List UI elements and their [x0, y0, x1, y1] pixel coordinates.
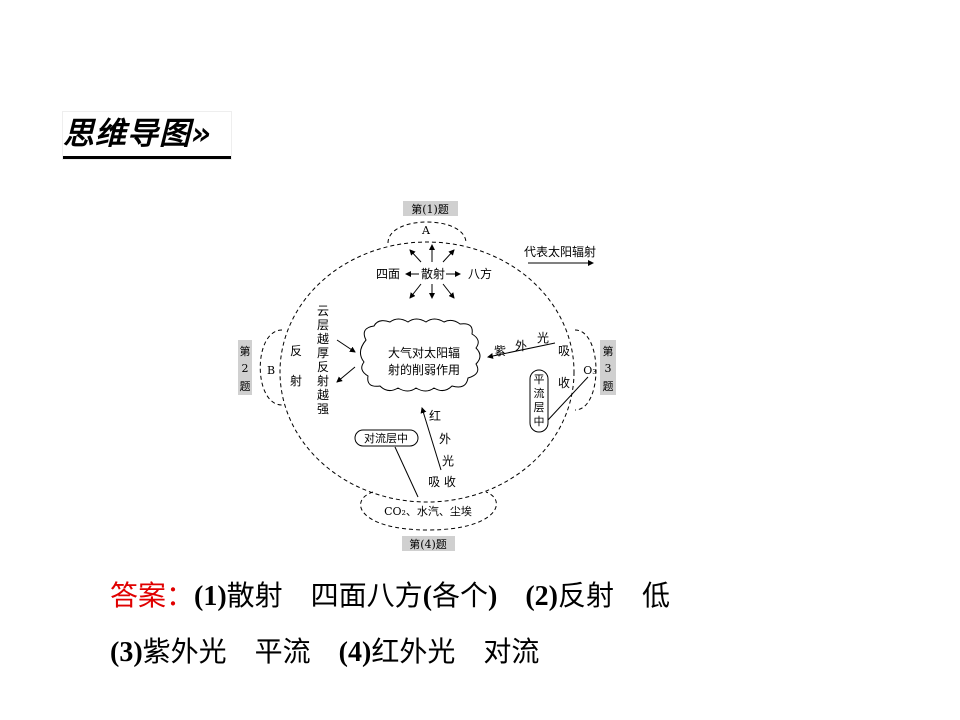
arrow-reflect-out: [336, 366, 356, 383]
svg-text:云: 云: [317, 304, 329, 318]
answer-num: (3): [110, 637, 143, 668]
label-reflect-1: 反: [290, 344, 302, 358]
svg-text:光: 光: [537, 331, 549, 345]
answer-num: (1): [194, 581, 227, 612]
label-b: B: [267, 364, 275, 377]
svg-text:光: 光: [442, 454, 454, 468]
svg-text:2: 2: [242, 362, 249, 375]
svg-text:第(1)题: 第(1)题: [411, 202, 449, 216]
label-reflect-2: 射: [290, 373, 302, 388]
svg-text:外: 外: [439, 432, 451, 446]
svg-text:层: 层: [317, 318, 329, 332]
bump-b: [259, 329, 283, 406]
label-all-directions: 八方: [468, 266, 492, 281]
svg-text:第: 第: [240, 344, 251, 358]
center-text-2: 射的削弱作用: [388, 362, 460, 377]
bump-o3: [574, 329, 597, 411]
label-absorbers: CO₂、水汽、尘埃: [384, 504, 472, 518]
tag-q2: 第 2 题: [238, 340, 252, 395]
label-absorb-r1: 吸: [558, 344, 570, 358]
answer-text: 散射 四面八方: [226, 581, 423, 612]
svg-text:流: 流: [534, 386, 545, 400]
connector-bottom: [394, 446, 419, 498]
connector-o3: [547, 376, 589, 421]
label-a: A: [421, 224, 431, 237]
stratosphere-pill: [529, 369, 549, 433]
answer-text: 反射 低: [558, 581, 671, 612]
answer-num: (: [422, 581, 433, 612]
answer-line-2: (3)紫外光 平流 (4)红外光 对流: [110, 630, 539, 670]
center-cloud: [360, 318, 481, 392]
answer-text: 各个: [432, 581, 489, 612]
svg-text:第(4)题: 第(4)题: [409, 537, 447, 551]
label-ir: 红外光: [429, 408, 454, 468]
label-troposphere: 对流层中: [364, 431, 408, 445]
label-o3: O₃: [583, 364, 596, 377]
bump-a: [387, 221, 467, 244]
svg-text:反: 反: [317, 360, 329, 374]
arrow-cloud-in: [336, 339, 356, 353]
tag-q1: 第(1)题: [403, 201, 458, 216]
label-absorb-bottom: 吸 收: [428, 475, 456, 489]
answer-text: 紫外光 平流: [142, 637, 339, 668]
scatter-arrows: [405, 244, 461, 299]
atmosphere-boundary: [279, 241, 575, 503]
svg-text:射: 射: [317, 373, 329, 388]
arrow-uv: [487, 342, 556, 359]
label-absorb-r2: 收: [558, 376, 570, 390]
svg-text:越: 越: [317, 388, 329, 402]
tag-q4: 第(4)题: [402, 536, 455, 551]
svg-text:第: 第: [603, 344, 614, 358]
answer-num: ) (2): [488, 581, 559, 612]
atmosphere-mind-map-diagram: 第(1)题 第(4)题 第2题 第3题 A B 代表太阳辐射 四面 散射 八方 …: [238, 200, 616, 551]
svg-text:层: 层: [534, 401, 545, 414]
troposphere-pill: [354, 429, 419, 447]
answer-label: 答案：: [110, 581, 195, 612]
legend-text: 代表太阳辐射: [524, 244, 596, 259]
svg-text:越: 越: [317, 332, 329, 346]
arrow-ir: [420, 407, 442, 471]
svg-text:3: 3: [605, 362, 612, 375]
svg-text:强: 强: [317, 402, 329, 416]
tag-q3: 第 3 题: [600, 340, 616, 395]
svg-text:题: 题: [240, 380, 251, 393]
svg-text:厚: 厚: [317, 346, 329, 360]
svg-text:平: 平: [534, 373, 545, 386]
mind-map-heading: 思维导图»: [63, 112, 231, 159]
label-all-sides: 四面: [376, 267, 400, 281]
svg-text:中: 中: [534, 415, 545, 428]
answer-line-1: 答案：(1)散射 四面八方(各个) (2)反射 低: [110, 574, 670, 614]
svg-text:题: 题: [603, 380, 614, 393]
answer-num: (4): [338, 637, 372, 668]
svg-text:红: 红: [429, 408, 441, 423]
cloud-note: 云层 越厚 反射 越强: [317, 304, 329, 416]
label-scatter: 散射: [421, 266, 445, 281]
svg-text:紫: 紫: [494, 344, 506, 358]
center-text-1: 大气对太阳辐: [388, 345, 460, 360]
answer-text: 红外光 对流: [371, 637, 540, 668]
